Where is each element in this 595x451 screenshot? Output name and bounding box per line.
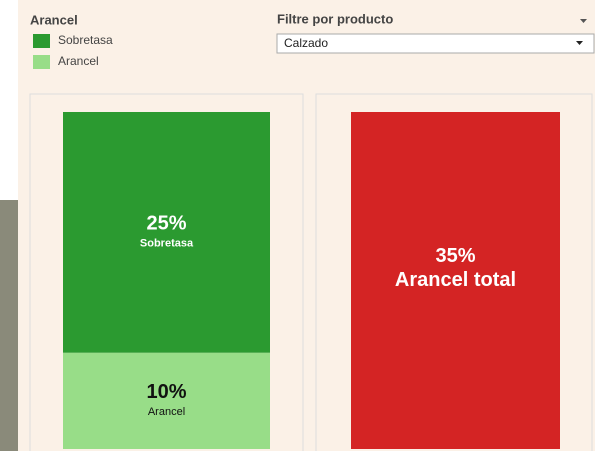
legend-label: Sobretasa (58, 33, 113, 47)
value-label: 10% (146, 381, 186, 403)
dashboard: Arancel Sobretasa Arancel Filtre por pro… (0, 0, 595, 451)
legend-title: Arancel (30, 12, 78, 27)
value-label: 25% (146, 213, 186, 235)
value-label: 35% (435, 245, 475, 267)
filter-label: Filtre por producto (277, 11, 393, 26)
bar-label: Sobretasa (140, 237, 194, 249)
bar-label: Arancel total (395, 269, 516, 291)
bar-label: Arancel (148, 406, 185, 418)
filter-selected[interactable]: Calzado (284, 36, 328, 50)
legend-label: Arancel (58, 54, 99, 68)
legend-swatch (33, 34, 50, 48)
photo-strip (0, 200, 20, 451)
legend-swatch (33, 55, 50, 69)
